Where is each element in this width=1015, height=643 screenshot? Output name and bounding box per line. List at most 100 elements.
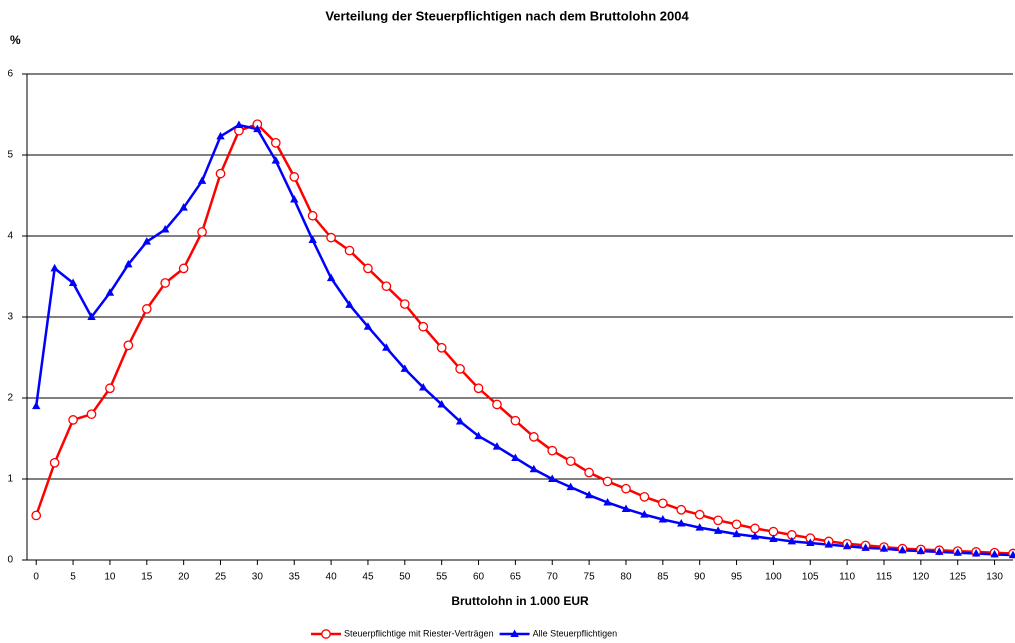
data-point	[676, 504, 687, 515]
data-point	[658, 515, 668, 523]
x-axis-label: Bruttolohn in 1.000 EUR	[451, 594, 589, 608]
legend-marker	[321, 629, 331, 639]
y-axis-label: %	[10, 33, 21, 47]
y-tick-label: 4	[7, 231, 13, 242]
x-tick-label: 10	[104, 572, 116, 583]
data-point	[657, 498, 668, 509]
x-tick-label: 105	[802, 572, 819, 583]
data-point	[418, 321, 429, 332]
data-point	[731, 519, 742, 530]
data-point	[68, 415, 78, 425]
chart-title: Verteilung der Steuerpflichtigen nach de…	[325, 8, 689, 23]
data-point	[49, 457, 60, 468]
data-point	[197, 176, 207, 184]
x-tick-label: 50	[399, 572, 411, 583]
data-point	[548, 474, 557, 482]
legend-label: Alle Steuerpflichtigen	[533, 628, 618, 638]
data-point	[603, 497, 612, 506]
data-point	[769, 534, 778, 542]
data-point	[732, 529, 741, 538]
data-point	[473, 383, 484, 394]
x-tick-label: 30	[252, 572, 264, 583]
data-point	[640, 510, 649, 518]
data-point	[565, 456, 576, 467]
data-point	[123, 340, 134, 351]
data-point	[32, 401, 41, 410]
data-point	[105, 288, 115, 296]
data-point	[916, 546, 926, 555]
x-tick-label: 100	[765, 572, 782, 583]
data-point	[160, 278, 171, 288]
x-tick-label: 15	[141, 572, 153, 583]
data-point	[363, 263, 373, 274]
data-point	[694, 509, 705, 520]
data-point	[253, 124, 262, 133]
data-point	[105, 383, 115, 394]
x-tick-label: 75	[584, 572, 596, 583]
data-point	[695, 523, 704, 531]
data-point	[510, 415, 521, 426]
data-point	[861, 543, 870, 551]
x-tick-label: 80	[620, 572, 632, 583]
data-point	[382, 343, 391, 351]
x-tick-label: 120	[913, 572, 930, 583]
data-point	[50, 263, 59, 272]
data-point	[344, 245, 355, 256]
data-point	[511, 453, 520, 461]
data-point	[806, 538, 815, 546]
data-point	[271, 156, 281, 164]
y-tick-label: 6	[7, 69, 13, 80]
data-point	[307, 210, 318, 221]
data-point	[621, 504, 631, 512]
data-point	[87, 312, 96, 320]
x-tick-label: 55	[436, 572, 448, 583]
x-tick-label: 35	[289, 572, 301, 583]
data-point	[345, 300, 354, 308]
x-tick-label: 0	[33, 572, 39, 583]
y-tick-label: 1	[7, 474, 13, 485]
data-point	[474, 431, 483, 440]
data-point	[419, 382, 428, 391]
x-tick-label: 45	[362, 572, 374, 583]
x-tick-label: 20	[178, 572, 190, 583]
y-tick-label: 0	[7, 555, 13, 566]
x-tick-label: 110	[839, 572, 855, 583]
x-tick-label: 25	[215, 572, 227, 583]
data-point	[178, 263, 189, 274]
x-tick-label: 115	[876, 572, 892, 583]
data-point	[399, 299, 410, 309]
data-point	[547, 445, 558, 456]
data-point	[1008, 550, 1015, 559]
data-point	[270, 138, 281, 148]
data-point	[879, 544, 889, 552]
data-point	[124, 259, 133, 268]
data-point	[750, 523, 760, 534]
data-point	[68, 278, 78, 286]
data-point	[381, 281, 392, 292]
data-point	[492, 399, 502, 410]
data-point	[677, 519, 686, 527]
data-point	[289, 172, 300, 182]
data-point	[290, 195, 299, 203]
data-point	[584, 467, 594, 478]
x-tick-label: 95	[731, 572, 743, 583]
y-tick-label: 3	[7, 312, 13, 323]
data-point	[31, 510, 42, 521]
data-point	[713, 515, 723, 526]
data-point	[363, 322, 373, 330]
data-point	[197, 227, 207, 237]
data-point	[584, 490, 594, 499]
data-point	[898, 545, 907, 554]
data-point	[326, 273, 336, 282]
legend-marker	[510, 629, 519, 637]
data-point	[455, 363, 465, 374]
data-point	[326, 232, 336, 243]
x-tick-label: 60	[473, 572, 485, 583]
data-point	[566, 482, 575, 491]
x-tick-label: 85	[657, 572, 669, 583]
data-point	[842, 541, 852, 550]
data-point	[824, 540, 833, 548]
data-point	[436, 342, 447, 353]
